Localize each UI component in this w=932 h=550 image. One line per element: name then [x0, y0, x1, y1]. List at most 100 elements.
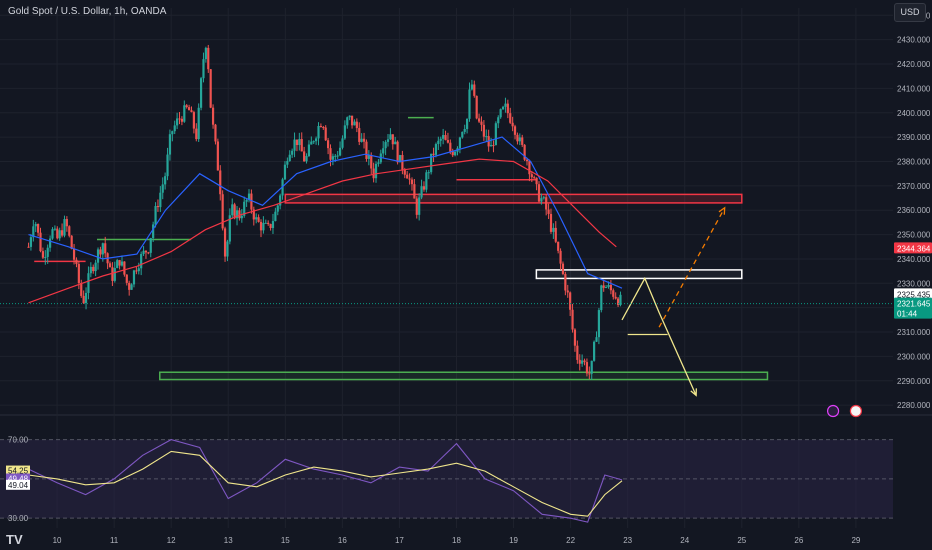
- candle-body: [367, 155, 370, 159]
- candle-body: [87, 273, 90, 293]
- candle-body: [82, 295, 85, 304]
- candle-body: [348, 115, 351, 118]
- candle-body: [75, 259, 78, 264]
- candle-body: [578, 359, 581, 364]
- candle-body: [262, 222, 265, 231]
- rsi-tick-label: 30.00: [8, 514, 29, 523]
- candle-body: [295, 139, 299, 146]
- candle-body: [446, 140, 450, 143]
- candle-body: [386, 139, 390, 142]
- candle-body: [77, 263, 80, 283]
- candle-body: [233, 204, 236, 219]
- candle-body: [202, 59, 205, 79]
- candle-body: [199, 78, 203, 108]
- candle-body: [221, 194, 224, 229]
- candle-body: [56, 228, 59, 239]
- y-tick-label: 2410.000: [897, 84, 931, 93]
- candle-body: [439, 138, 442, 141]
- candle-body: [485, 136, 488, 138]
- candle-body: [506, 103, 509, 114]
- candle-body: [180, 118, 184, 122]
- candle-body: [513, 126, 517, 135]
- candle-body: [533, 177, 536, 179]
- candle-body: [168, 134, 172, 155]
- candle-body: [185, 105, 188, 108]
- y-tick-label: 2330.000: [897, 279, 931, 288]
- candle-body: [293, 139, 296, 151]
- candle-body: [384, 141, 387, 149]
- candle-body: [132, 270, 136, 285]
- candle-body: [470, 84, 473, 90]
- candle-body: [394, 141, 397, 145]
- x-tick-label: 23: [623, 536, 632, 545]
- rsi-tick-label: 70.00: [8, 436, 29, 445]
- candle-body: [461, 131, 464, 138]
- y-tick-label: 2350.000: [897, 231, 931, 240]
- candle-body: [410, 179, 414, 185]
- candle-body: [176, 118, 179, 126]
- zone-green-box: [159, 371, 769, 381]
- candle-body: [92, 266, 95, 272]
- candle-body: [564, 274, 567, 291]
- candle-body: [331, 156, 334, 160]
- candle-body: [68, 226, 71, 236]
- candle-body: [389, 134, 392, 140]
- candle-body: [334, 155, 337, 157]
- candle-body: [259, 221, 263, 231]
- candle-body: [96, 249, 100, 263]
- price-label-bg: [894, 307, 932, 319]
- candle-body: [48, 238, 52, 248]
- candle-body: [257, 217, 260, 222]
- candle-body: [374, 163, 378, 179]
- candle-body: [288, 154, 291, 162]
- candle-body: [396, 141, 399, 163]
- candle-body: [231, 204, 234, 216]
- y-tick-label: 2340.000: [897, 255, 931, 264]
- candle-body: [243, 201, 246, 216]
- rsi-label: 49.48: [8, 475, 29, 484]
- candle-body: [164, 176, 167, 185]
- candle-body: [554, 227, 557, 242]
- candle-body: [540, 198, 543, 202]
- candle-body: [406, 174, 409, 179]
- candle-body: [80, 282, 83, 296]
- candle-body: [187, 107, 191, 111]
- x-tick-label: 13: [224, 536, 233, 545]
- candle-body: [252, 209, 255, 220]
- candle-body: [365, 141, 368, 159]
- candle-body: [494, 123, 497, 146]
- candle-body: [401, 155, 404, 170]
- candle-body: [300, 139, 303, 152]
- candle-body: [178, 118, 181, 120]
- x-tick-label: 10: [53, 536, 62, 545]
- lightning-icon: [826, 404, 840, 418]
- currency-button[interactable]: USD: [894, 3, 926, 22]
- candle-body: [480, 121, 483, 125]
- candle-body: [535, 177, 538, 185]
- candle-body: [398, 155, 402, 163]
- candle-body: [338, 147, 342, 156]
- candle-body: [216, 141, 219, 171]
- candle-body: [183, 105, 186, 122]
- candle-body: [557, 241, 560, 251]
- candle-body: [238, 210, 241, 219]
- candle-body: [214, 124, 217, 142]
- candle-body: [497, 117, 500, 124]
- candle-body: [204, 47, 207, 60]
- candle-body: [128, 282, 131, 290]
- candle-body: [41, 251, 45, 258]
- candle-body: [607, 284, 610, 287]
- y-tick-label: 2280.000: [897, 401, 931, 410]
- candle-body: [322, 127, 325, 129]
- candle-body: [27, 246, 30, 248]
- candle-body: [475, 95, 478, 119]
- candle-body: [595, 337, 598, 342]
- candle-body: [585, 362, 589, 374]
- candle-body: [101, 243, 104, 255]
- x-tick-label: 17: [395, 536, 404, 545]
- candle-body: [518, 137, 521, 142]
- price-label: 01:44: [897, 310, 918, 319]
- candle-body: [326, 140, 330, 149]
- candle-body: [195, 128, 198, 140]
